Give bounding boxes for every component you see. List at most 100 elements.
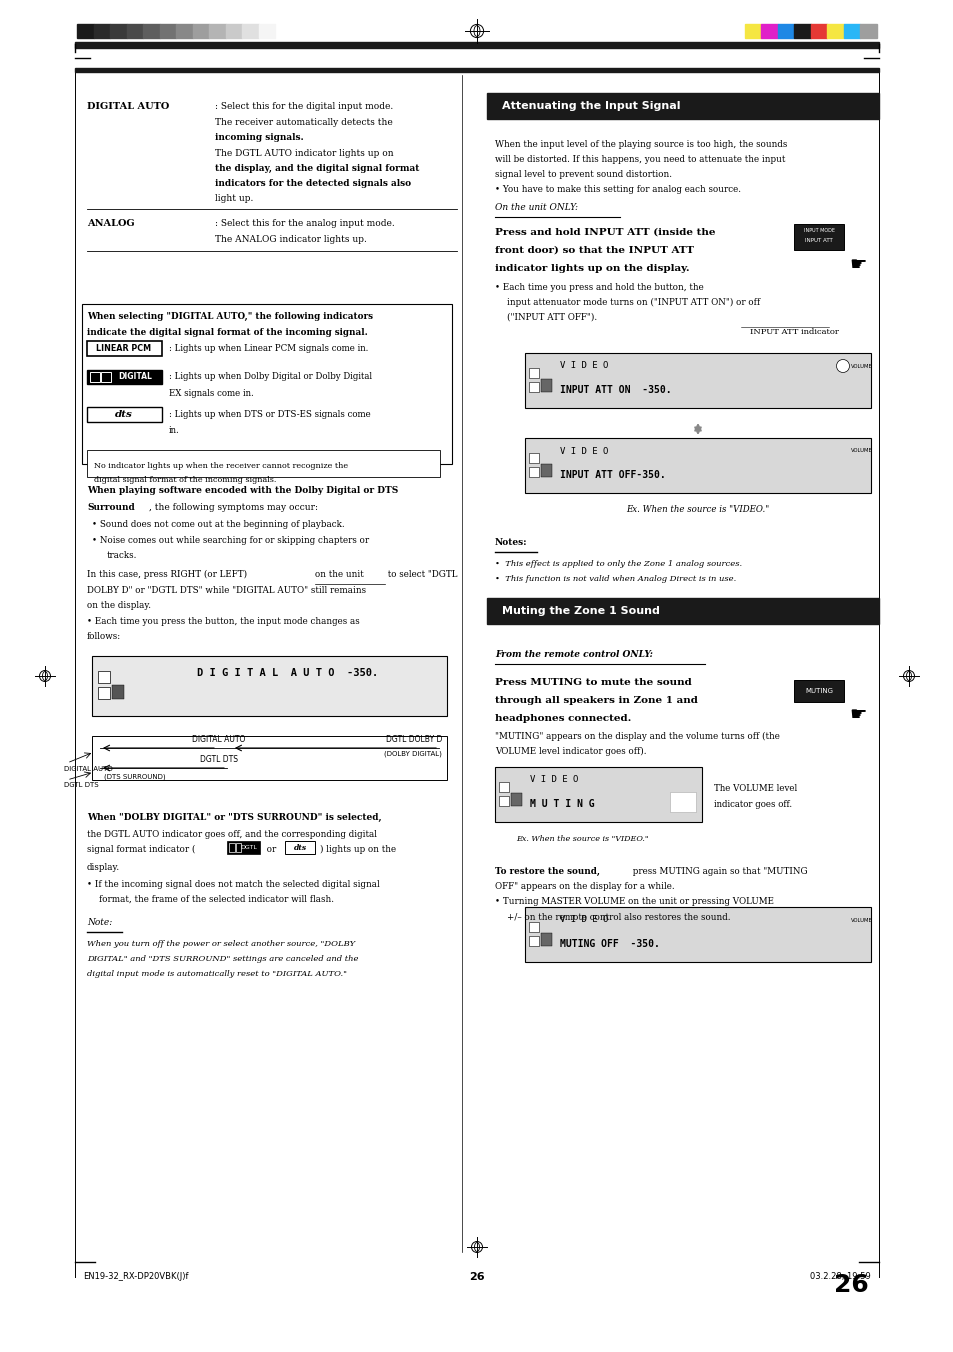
Text: V I D E O: V I D E O — [530, 776, 578, 784]
Bar — [524, 907, 870, 963]
Bar — [529, 383, 538, 392]
Text: signal format indicator (: signal format indicator ( — [87, 845, 195, 854]
Bar — [826, 24, 843, 38]
Text: The VOLUME level: The VOLUME level — [714, 784, 797, 794]
Text: light up.: light up. — [214, 193, 253, 203]
Bar — [670, 792, 696, 813]
Text: ANALOG: ANALOG — [87, 219, 134, 228]
Text: LINEAR PCM: LINEAR PCM — [96, 345, 152, 353]
Text: +/– on the remote control also restores the sound.: +/– on the remote control also restores … — [506, 913, 730, 921]
Bar — [101, 372, 111, 383]
Text: Press and hold INPUT ATT (inside the: Press and hold INPUT ATT (inside the — [495, 228, 715, 237]
Text: DGTL DTS: DGTL DTS — [200, 754, 237, 764]
Text: The receiver automatically detects the: The receiver automatically detects the — [214, 118, 393, 127]
Text: •  This effect is applied to only the Zone 1 analog sources.: • This effect is applied to only the Zon… — [495, 560, 741, 568]
Text: : Lights up when Linear PCM signals come in.: : Lights up when Linear PCM signals come… — [169, 345, 368, 353]
Bar — [75, 68, 878, 72]
Text: When the input level of the playing source is too high, the sounds: When the input level of the playing sour… — [495, 141, 786, 149]
Text: MUTING OFF  -350.: MUTING OFF -350. — [559, 940, 659, 949]
Text: INPUT ATT: INPUT ATT — [804, 238, 832, 243]
Text: In this case, press RIGHT (or LEFT): In this case, press RIGHT (or LEFT) — [87, 571, 247, 579]
Text: indicator goes off.: indicator goes off. — [714, 800, 792, 808]
Text: DIGITAL AUTO: DIGITAL AUTO — [192, 735, 245, 744]
Text: OFF" appears on the display for a while.: OFF" appears on the display for a while. — [495, 882, 674, 891]
Text: ("INPUT ATT OFF").: ("INPUT ATT OFF"). — [506, 314, 597, 322]
Bar — [793, 680, 843, 702]
Bar — [529, 453, 538, 462]
Text: VOLUME: VOLUME — [850, 364, 872, 369]
Text: incoming signals.: incoming signals. — [214, 132, 303, 142]
Text: "MUTING" appears on the display and the volume turns off (the: "MUTING" appears on the display and the … — [495, 731, 779, 741]
Text: INPUT MODE: INPUT MODE — [802, 228, 834, 234]
Text: • Each time you press and hold the button, the: • Each time you press and hold the butto… — [495, 283, 703, 292]
Bar — [112, 685, 124, 699]
Text: (DOLBY DIGITAL): (DOLBY DIGITAL) — [384, 750, 441, 757]
Text: 26: 26 — [833, 1274, 868, 1297]
Bar — [529, 466, 538, 477]
Text: Muting the Zone 1 Sound: Muting the Zone 1 Sound — [501, 606, 659, 617]
Bar — [91, 656, 447, 717]
Text: INPUT ATT ON  -350.: INPUT ATT ON -350. — [559, 385, 671, 395]
Text: on the unit: on the unit — [314, 571, 363, 579]
Text: V I D E O: V I D E O — [559, 915, 608, 925]
Text: will be distorted. If this happens, you need to attenuate the input: will be distorted. If this happens, you … — [495, 155, 784, 164]
Text: indicator lights up on the display.: indicator lights up on the display. — [495, 264, 689, 273]
Text: tracks.: tracks. — [107, 552, 137, 560]
Bar — [540, 464, 552, 477]
Bar — [227, 841, 260, 854]
Text: indicate the digital signal format of the incoming signal.: indicate the digital signal format of th… — [87, 329, 367, 337]
Text: : Select this for the digital input mode.: : Select this for the digital input mode… — [214, 101, 393, 111]
Bar — [87, 450, 439, 477]
Text: through all speakers in Zone 1 and: through all speakers in Zone 1 and — [495, 696, 698, 704]
Text: digital signal format of the incoming signals.: digital signal format of the incoming si… — [94, 476, 276, 484]
Text: MUTING: MUTING — [804, 688, 832, 694]
Bar — [760, 24, 778, 38]
Text: indicators for the detected signals also: indicators for the detected signals also — [214, 178, 411, 188]
Bar — [540, 933, 552, 946]
Text: When "DOLBY DIGITAL" or "DTS SURROUND" is selected,: When "DOLBY DIGITAL" or "DTS SURROUND" i… — [87, 813, 381, 822]
Text: V I D E O: V I D E O — [559, 446, 608, 456]
Text: • Sound does not come out at the beginning of playback.: • Sound does not come out at the beginni… — [91, 521, 344, 529]
Text: DIGITAL AUTO: DIGITAL AUTO — [64, 767, 112, 772]
Text: 26: 26 — [469, 1272, 484, 1282]
Text: on the display.: on the display. — [87, 602, 151, 610]
Text: DIGITAL" and "DTS SURROUND" settings are canceled and the: DIGITAL" and "DTS SURROUND" settings are… — [87, 955, 358, 963]
Text: • If the incoming signal does not match the selected digital signal: • If the incoming signal does not match … — [87, 880, 379, 890]
Bar — [529, 922, 538, 932]
Text: VOLUME: VOLUME — [850, 918, 872, 922]
Circle shape — [836, 360, 848, 373]
Bar — [193, 24, 209, 38]
Text: follows:: follows: — [87, 631, 121, 641]
Text: dts: dts — [294, 844, 306, 852]
Text: DIGITAL AUTO: DIGITAL AUTO — [87, 101, 169, 111]
Text: • You have to make this setting for analog each source.: • You have to make this setting for anal… — [495, 185, 740, 193]
Text: ☛: ☛ — [848, 256, 865, 274]
Text: in.: in. — [169, 426, 179, 435]
Bar — [486, 598, 878, 625]
Bar — [229, 844, 234, 853]
Bar — [110, 24, 127, 38]
Bar — [93, 24, 110, 38]
Text: , the following symptoms may occur:: , the following symptoms may occur: — [149, 503, 317, 512]
Bar — [258, 24, 274, 38]
FancyBboxPatch shape — [91, 735, 447, 780]
Bar — [75, 42, 878, 49]
Bar — [495, 767, 701, 822]
Text: • Each time you press the button, the input mode changes as: • Each time you press the button, the in… — [87, 617, 359, 626]
Text: To restore the sound,: To restore the sound, — [495, 867, 599, 876]
Text: V I D E O: V I D E O — [559, 361, 608, 370]
Text: : Lights up when Dolby Digital or Dolby Digital: : Lights up when Dolby Digital or Dolby … — [169, 372, 372, 381]
Text: D I G I T A L  A U T O  -350.: D I G I T A L A U T O -350. — [196, 668, 377, 677]
Text: or: or — [264, 845, 278, 854]
Bar — [810, 24, 826, 38]
Text: display.: display. — [87, 863, 120, 872]
Text: : Lights up when DTS or DTS-ES signals come: : Lights up when DTS or DTS-ES signals c… — [169, 410, 371, 419]
Text: From the remote control ONLY:: From the remote control ONLY: — [495, 650, 652, 658]
Text: M U T I N G: M U T I N G — [530, 799, 594, 808]
Text: ☛: ☛ — [848, 704, 865, 725]
Bar — [529, 368, 538, 379]
Bar — [127, 24, 143, 38]
Bar — [77, 24, 93, 38]
Text: signal level to prevent sound distortion.: signal level to prevent sound distortion… — [495, 170, 671, 178]
Text: The DGTL AUTO indicator lights up on: The DGTL AUTO indicator lights up on — [214, 149, 394, 158]
